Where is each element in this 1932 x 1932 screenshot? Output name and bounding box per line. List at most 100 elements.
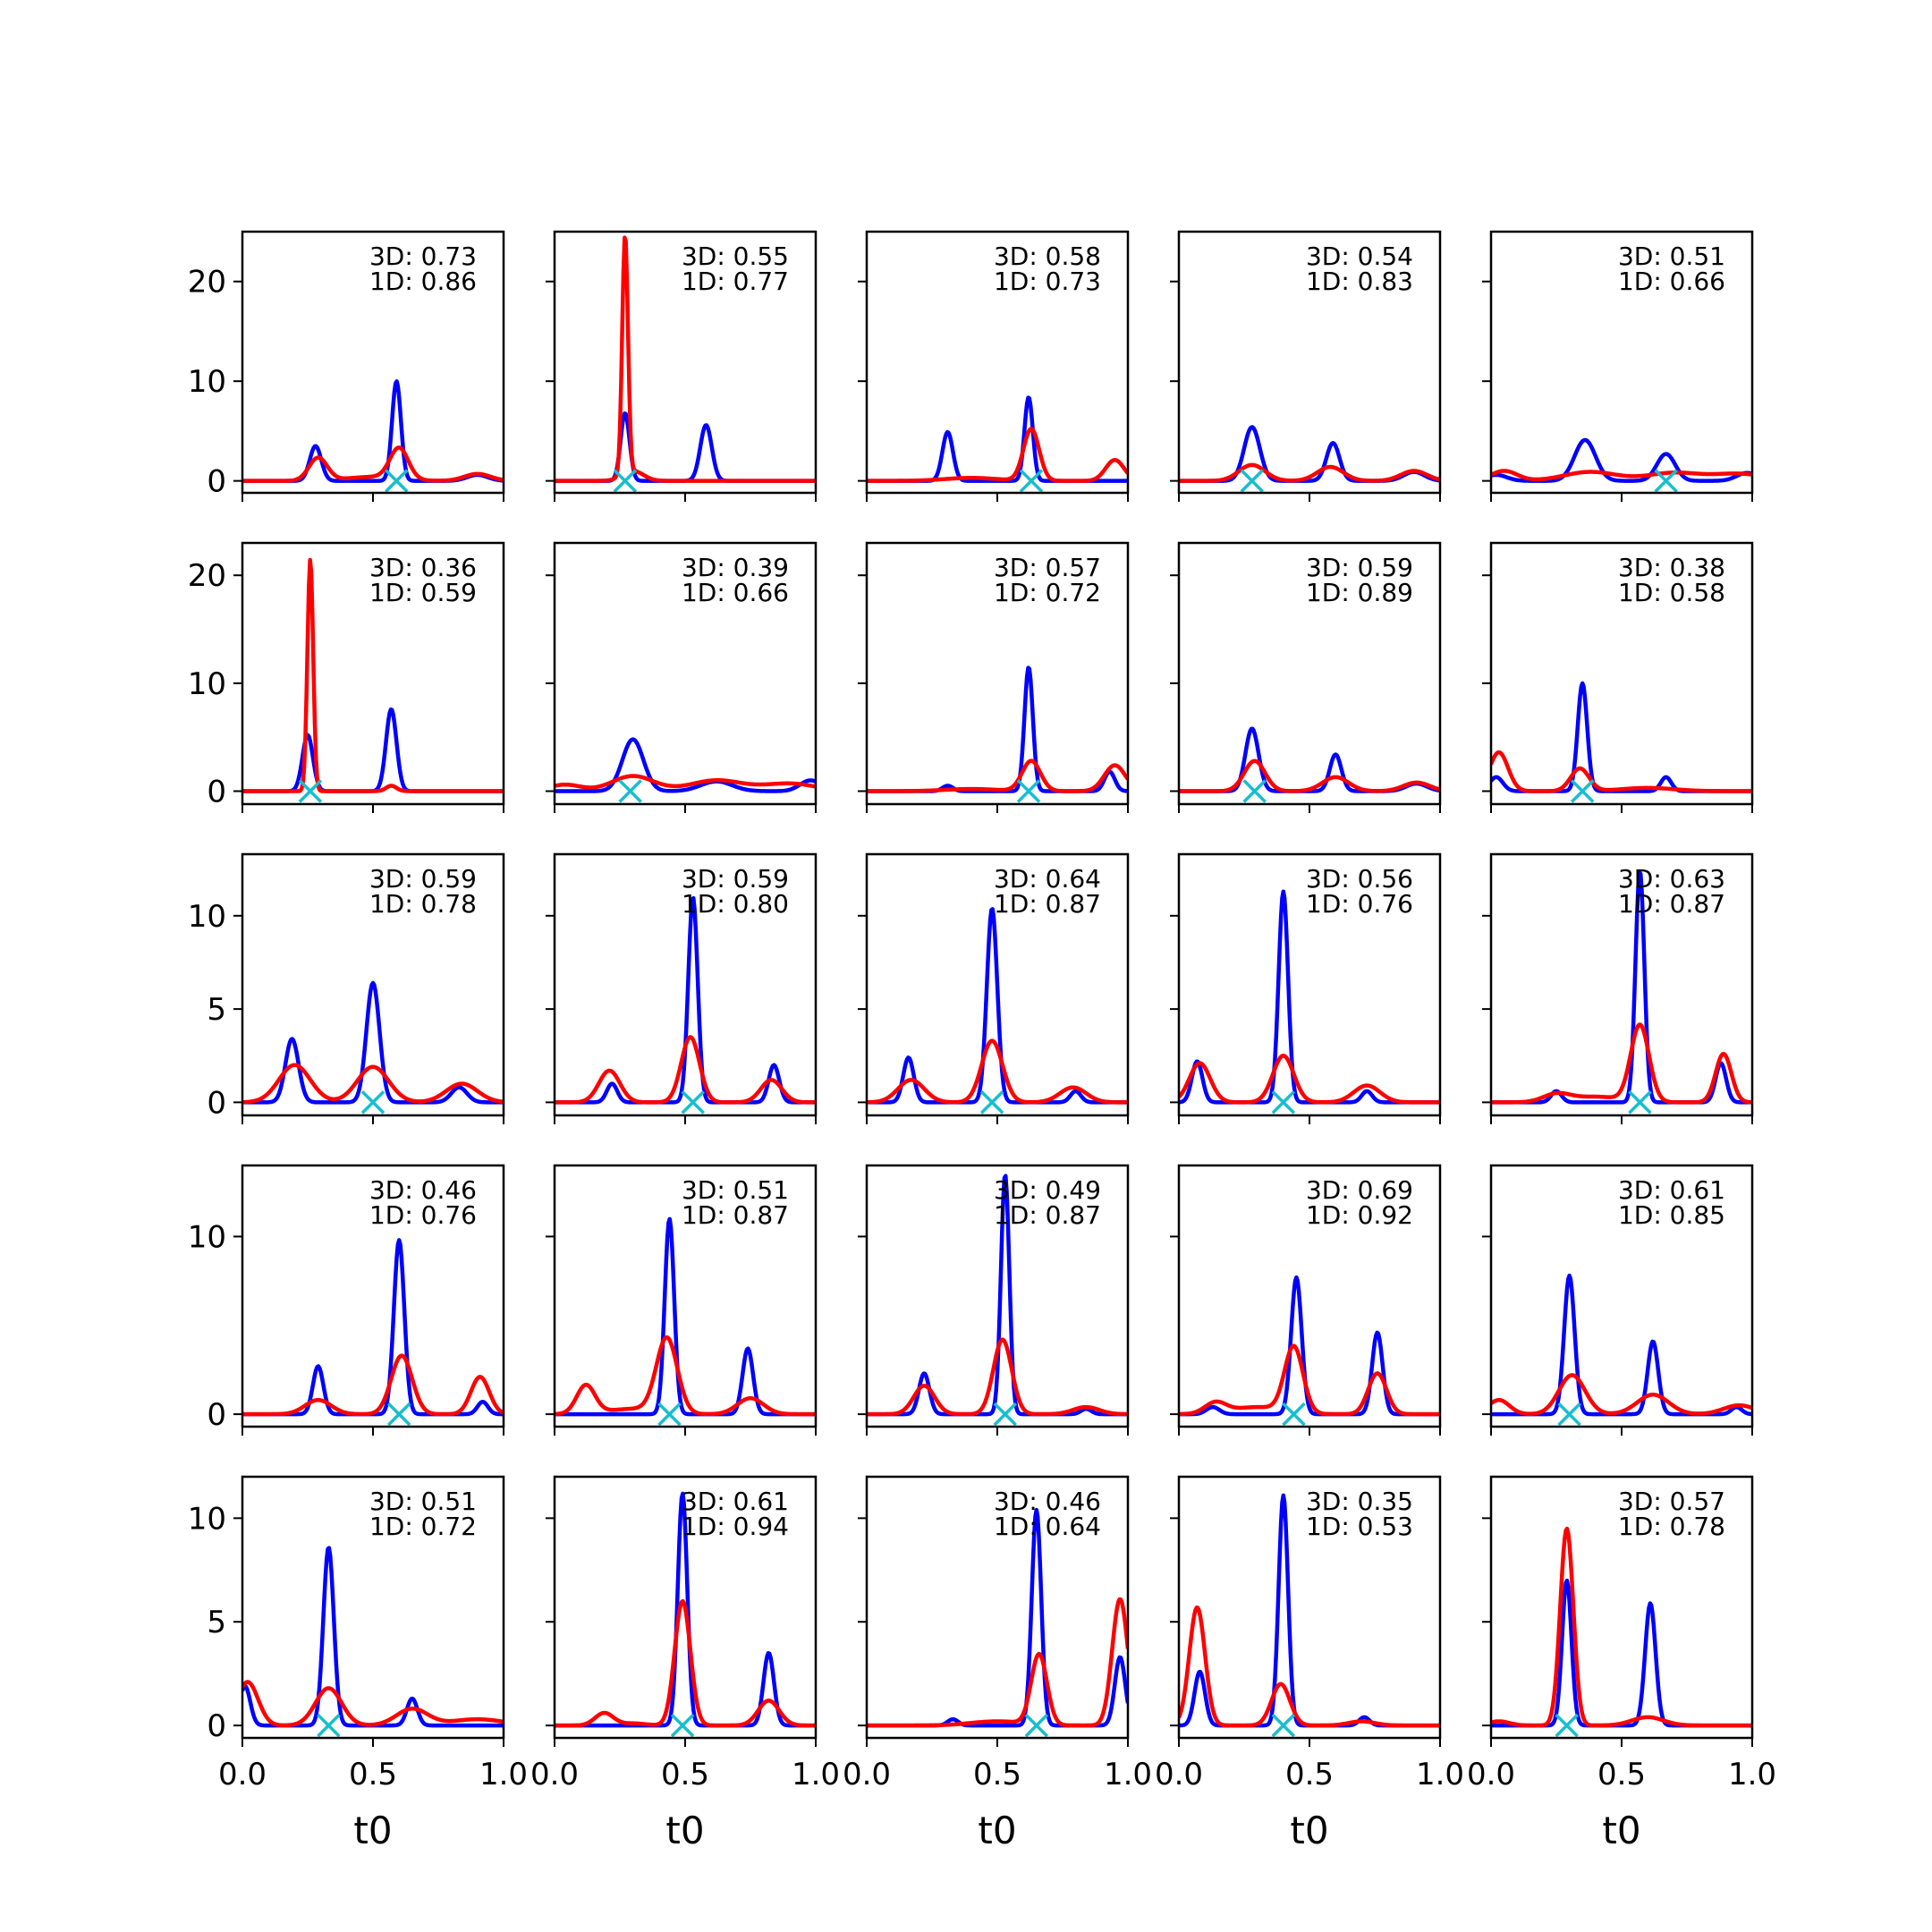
panel-3-1-x-marker [360, 1090, 386, 1114]
panel-5-2-blue-line [555, 1491, 816, 1728]
panel-5-3-xtick-label: 0.5 [973, 1757, 1021, 1792]
panel-3-2-blue-line [555, 895, 816, 1105]
panel-3-5-annotation: 3D: 0.63 [1618, 864, 1725, 894]
panel-2-2-annotation: 3D: 0.39 [682, 553, 789, 582]
panel-5-3-xtick-label: 0.0 [843, 1757, 891, 1792]
panel-2-1-annotation: 1D: 0.59 [369, 578, 477, 607]
panel-3-3-annotation: 1D: 0.87 [994, 889, 1101, 919]
panel-2-4-x-marker [1242, 779, 1267, 803]
panel-1-1-ytick-label: 10 [188, 364, 226, 400]
panel-4-3-annotation: 1D: 0.87 [994, 1200, 1101, 1230]
panel-4-4-red-line [1179, 1343, 1440, 1417]
panel-2-5-annotation: 3D: 0.38 [1618, 553, 1725, 582]
panel-5-4-red-line [1179, 1605, 1440, 1728]
panel-1-4-x-marker [1240, 469, 1264, 493]
panel-1-2-x-marker [613, 469, 638, 493]
panel-2-3-blue-line [867, 665, 1128, 793]
panel-5-4-xtick-label: 0.0 [1155, 1757, 1203, 1792]
panel-3-4-red-line [1179, 1054, 1440, 1105]
panel-1-3-x-marker [1019, 469, 1044, 493]
panel-4-2-annotation: 3D: 0.51 [682, 1175, 789, 1205]
panel-1-4-annotation: 1D: 0.83 [1306, 267, 1413, 296]
panel-4-3-red-line [867, 1337, 1128, 1417]
panel-5-1-ytick-label: 0 [207, 1708, 226, 1744]
panel-5-4-xtick-label: 0.5 [1285, 1757, 1334, 1792]
panel-5-2-x-marker [670, 1713, 695, 1738]
panel-4-1-ytick-label: 0 [207, 1397, 226, 1433]
panel-4-5-annotation: 1D: 0.85 [1618, 1200, 1725, 1230]
panel-3-4-blue-line [1179, 889, 1440, 1105]
panel-4-1-annotation: 1D: 0.76 [369, 1200, 477, 1230]
panel-2-3-annotation: 3D: 0.57 [994, 553, 1101, 582]
panel-1-3-red-line [867, 427, 1128, 483]
panel-1-2-annotation: 1D: 0.77 [682, 267, 789, 296]
panel-2-5-red-line [1491, 750, 1752, 793]
panel-5-5-annotation: 1D: 0.78 [1618, 1512, 1725, 1541]
panel-4-5-red-line [1491, 1373, 1752, 1416]
panel-5-3-blue-line [867, 1507, 1128, 1728]
panel-3-2-x-marker [681, 1090, 705, 1114]
panel-4-5-blue-line [1491, 1273, 1752, 1417]
panel-5-1-x-marker [317, 1713, 341, 1738]
panel-3-3-x-marker [979, 1090, 1004, 1114]
panel-4-5-x-marker [1557, 1402, 1581, 1427]
panel-5-4-xtick-label: 1.0 [1416, 1757, 1464, 1792]
panel-3-1-annotation: 3D: 0.59 [369, 864, 477, 894]
panel-4-3-x-marker [993, 1402, 1017, 1427]
panel-3-1-ytick-label: 10 [188, 899, 226, 935]
panel-1-1-annotation: 1D: 0.86 [369, 267, 477, 296]
panel-2-1-ytick-label: 0 [207, 775, 226, 810]
panel-5-1-xlabel: t0 [353, 1809, 392, 1852]
panel-5-5-xlabel: t0 [1602, 1809, 1640, 1852]
panel-3-3-red-line [867, 1038, 1128, 1105]
panel-5-5-blue-line [1491, 1578, 1752, 1728]
panel-2-1-annotation: 3D: 0.36 [369, 553, 477, 582]
panel-2-1-ytick-label: 10 [188, 666, 226, 702]
panel-5-1-annotation: 3D: 0.51 [369, 1487, 477, 1516]
panel-4-1-x-marker [386, 1402, 411, 1427]
panel-4-3-annotation: 3D: 0.49 [994, 1175, 1101, 1205]
panel-5-1-red-line [242, 1680, 504, 1728]
panel-5-2-annotation: 3D: 0.61 [682, 1487, 789, 1516]
panel-1-3-annotation: 1D: 0.73 [994, 267, 1101, 296]
panel-1-2-annotation: 3D: 0.55 [682, 242, 789, 271]
panel-1-1-x-marker [385, 469, 409, 493]
panel-1-5-red-line [1491, 469, 1752, 482]
panel-1-3-blue-line [867, 395, 1128, 483]
panel-2-2-red-line [555, 774, 816, 790]
panel-5-3-annotation: 3D: 0.46 [994, 1487, 1101, 1516]
panel-1-4-annotation: 3D: 0.54 [1306, 242, 1413, 271]
panel-5-1-ytick-label: 10 [188, 1501, 226, 1537]
panel-2-5-annotation: 1D: 0.58 [1618, 578, 1725, 607]
panel-5-5-xtick-label: 1.0 [1728, 1757, 1776, 1792]
panel-5-1-xtick-label: 0.5 [349, 1757, 397, 1792]
panel-2-4-blue-line [1179, 726, 1440, 793]
panel-3-2-annotation: 3D: 0.59 [682, 864, 789, 894]
panel-4-4-blue-line [1179, 1275, 1440, 1417]
panel-2-5-x-marker [1570, 779, 1595, 803]
panel-2-4-annotation: 3D: 0.59 [1306, 553, 1413, 582]
panel-4-2-blue-line [555, 1216, 816, 1417]
panel-5-3-xtick-label: 1.0 [1104, 1757, 1152, 1792]
panel-5-5-annotation: 3D: 0.57 [1618, 1487, 1725, 1516]
panel-1-2-blue-line [555, 411, 816, 483]
panel-5-5-xtick-label: 0.0 [1467, 1757, 1515, 1792]
panel-3-5-annotation: 1D: 0.87 [1618, 889, 1725, 919]
panel-3-5-red-line [1491, 1022, 1752, 1105]
panel-5-4-x-marker [1271, 1713, 1296, 1738]
panel-2-5-blue-line [1491, 681, 1752, 793]
panel-4-4-annotation: 3D: 0.69 [1306, 1175, 1413, 1205]
panel-2-4-red-line [1179, 758, 1440, 793]
panel-3-2-annotation: 1D: 0.80 [682, 889, 789, 919]
panel-5-2-xtick-label: 0.0 [530, 1757, 579, 1792]
panel-3-4-annotation: 3D: 0.56 [1306, 864, 1413, 894]
panel-3-2-red-line [555, 1035, 816, 1105]
panel-5-3-x-marker [1024, 1713, 1049, 1738]
panel-2-3-x-marker [1016, 779, 1041, 803]
panel-1-1-ytick-label: 0 [207, 464, 226, 500]
panel-4-5-annotation: 3D: 0.61 [1618, 1175, 1725, 1205]
panel-5-1-blue-line [242, 1546, 504, 1728]
panel-3-4-x-marker [1271, 1090, 1296, 1114]
panel-2-4-annotation: 1D: 0.89 [1306, 578, 1413, 607]
